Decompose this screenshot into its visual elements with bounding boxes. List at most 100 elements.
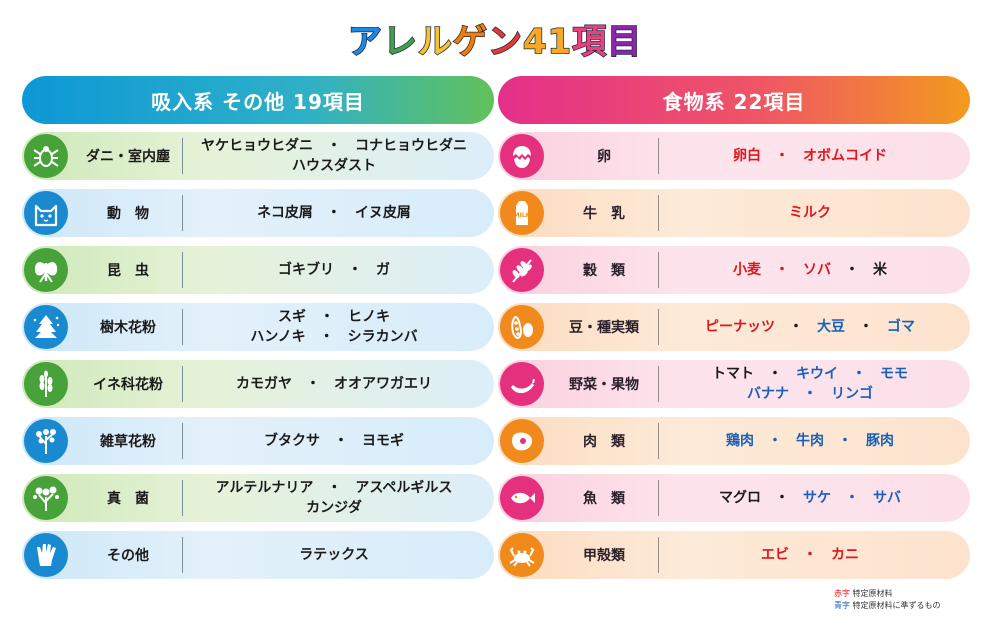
allergen-text: ゴマ — [887, 319, 915, 335]
allergen-text: ミルク — [789, 205, 831, 221]
inhalant-column: 吸入系 その他 19項目 ダニ・室内塵 ヤケヒョウヒダニ ・ コナヒョウヒダニ ハウ… — [22, 76, 494, 579]
divider — [182, 366, 183, 402]
allergen-items: 鶏肉 ・ 牛肉 ・ 豚肉 — [660, 431, 960, 451]
allergen-text: キウイ ・ モモ — [796, 366, 908, 382]
category-label: 動 物 — [107, 206, 149, 222]
divider — [182, 252, 183, 288]
allergen-line: ミルク — [660, 203, 960, 223]
title-char: 41 — [522, 21, 573, 63]
category-label: 甲殻類 — [583, 548, 625, 564]
allergen-items: ラテックス — [184, 545, 484, 565]
category-label: 穀 類 — [583, 263, 625, 279]
food-rows: 卵 卵白 ・ オボムコイド MILK 牛 乳 ミルク穀 類 小麦 ・ ソバ ・ 米豆・種実… — [498, 132, 970, 579]
wheat-icon — [500, 248, 544, 292]
legend-red: 赤字 特定原材料 — [834, 589, 893, 598]
legend: 赤字 特定原材料 青字 特定原材料に準ずるもの — [834, 588, 941, 612]
allergen-line: アルテルナリア ・ アスペルギルス — [215, 480, 453, 496]
allergen-text: サケ ・ サバ — [803, 490, 901, 506]
allergen-row: 野菜・果物 トマト ・ キウイ ・ モモ バナナ ・ リンゴ — [498, 360, 970, 408]
inhalant-rows: ダニ・室内塵 ヤケヒョウヒダニ ・ コナヒョウヒダニ ハウスダスト動 物 ネコ皮屑 ・… — [22, 132, 494, 579]
allergen-row: 動 物 ネコ皮屑 ・ イヌ皮屑 — [22, 189, 494, 237]
allergen-line: ネコ皮屑 ・ イヌ皮屑 — [257, 205, 411, 221]
category-label: 卵 — [597, 149, 611, 165]
allergen-text: 卵白 ・ オボムコイド — [733, 148, 887, 164]
allergen-text: マグロ ・ — [719, 490, 803, 506]
cat-icon — [24, 191, 68, 235]
svg-text:MILK: MILK — [514, 212, 531, 219]
allergen-line: ゴキブリ ・ ガ — [278, 262, 390, 278]
title-char: レ — [382, 21, 418, 63]
divider — [658, 138, 659, 174]
allergen-text: ・ — [845, 319, 887, 335]
divider — [658, 423, 659, 459]
allergen-text: 小麦 ・ ソバ — [733, 262, 831, 278]
title-char: 目 — [606, 21, 643, 63]
divider — [658, 195, 659, 231]
title-char: ン — [487, 21, 523, 63]
allergen-items: ネコ皮屑 ・ イヌ皮屑 — [184, 203, 484, 223]
allergen-items: スギ ・ ヒノキ ハンノキ ・ シラカンバ — [184, 307, 484, 347]
category-label: 野菜・果物 — [569, 377, 639, 393]
allergen-items: 卵白 ・ オボムコイド — [660, 146, 960, 166]
legend-blue: 青字 特定原材料に準ずるもの — [834, 601, 941, 610]
allergen-row: イネ科花粉 カモガヤ ・ オオアワガエリ — [22, 360, 494, 408]
allergen-row: 魚 類 マグロ ・ サケ ・ サバ — [498, 474, 970, 522]
allergen-row: 昆 虫 ゴキブリ ・ ガ — [22, 246, 494, 294]
divider — [182, 537, 183, 573]
allergen-line: マグロ ・ サケ ・ サバ — [660, 488, 960, 508]
allergen-text: ・ — [775, 319, 817, 335]
title-char: ル — [417, 21, 453, 63]
allergen-row: ダニ・室内塵 ヤケヒョウヒダニ ・ コナヒョウヒダニ ハウスダスト — [22, 132, 494, 180]
allergen-row: 樹木花粉 スギ ・ ヒノキ ハンノキ ・ シラカンバ — [22, 303, 494, 351]
allergen-line: 鶏肉 ・ 牛肉 ・ 豚肉 — [660, 431, 960, 451]
allergen-line: ハウスダスト — [292, 158, 376, 174]
category-label: 雑草花粉 — [100, 434, 156, 450]
allergen-items: ゴキブリ ・ ガ — [184, 260, 484, 280]
fungus-icon — [24, 476, 68, 520]
allergen-items: マグロ ・ サケ ・ サバ — [660, 488, 960, 508]
allergen-line: エビ ・ カニ — [660, 545, 960, 565]
allergen-line: ピーナッツ ・ 大豆 ・ ゴマ — [660, 317, 960, 337]
meat-icon — [500, 419, 544, 463]
category-label: 豆・種実類 — [569, 320, 639, 336]
allergen-items: ミルク — [660, 203, 960, 223]
divider — [658, 537, 659, 573]
divider — [182, 195, 183, 231]
allergen-items: エビ ・ カニ — [660, 545, 960, 565]
allergen-text: エビ ・ カニ — [761, 547, 859, 563]
category-label: イネ科花粉 — [93, 377, 163, 393]
fish-icon — [500, 476, 544, 520]
category-label: 肉 類 — [583, 434, 625, 450]
allergen-line: ハンノキ ・ シラカンバ — [250, 329, 418, 345]
allergen-items: ブタクサ ・ ヨモギ — [184, 431, 484, 451]
rice-grass-icon — [24, 362, 68, 406]
allergen-row: 真 菌 アルテルナリア ・ アスペルギルス カンジダ — [22, 474, 494, 522]
allergen-row: 肉 類 鶏肉 ・ 牛肉 ・ 豚肉 — [498, 417, 970, 465]
category-label: ダニ・室内塵 — [86, 149, 170, 165]
banana-icon — [500, 362, 544, 406]
category-label: 昆 虫 — [107, 263, 149, 279]
allergen-items: 小麦 ・ ソバ ・ 米 — [660, 260, 960, 280]
allergen-line: カンジダ — [306, 500, 362, 516]
divider — [658, 366, 659, 402]
allergen-row: 甲殻類 エビ ・ カニ — [498, 531, 970, 579]
crab-icon — [500, 533, 544, 577]
title-char: ア — [347, 21, 383, 63]
allergen-items: カモガヤ ・ オオアワガエリ — [184, 374, 484, 394]
allergen-text: 鶏肉 ・ 牛肉 ・ 豚肉 — [726, 433, 894, 449]
allergen-items: ヤケヒョウヒダニ ・ コナヒョウヒダニ ハウスダスト — [184, 136, 484, 176]
food-column: 食物系 22項目 卵 卵白 ・ オボムコイド MILK 牛 乳 ミルク穀 類 小麦 ・ ソ… — [498, 76, 970, 579]
allergen-row: MILK 牛 乳 ミルク — [498, 189, 970, 237]
allergen-line: 卵白 ・ オボムコイド — [660, 146, 960, 166]
allergen-text: ピーナッツ — [705, 319, 775, 335]
allergen-text: ・ 米 — [831, 262, 887, 278]
glove-icon — [24, 533, 68, 577]
title-char: 項 — [571, 21, 608, 63]
allergen-line: バナナ ・ リンゴ — [660, 384, 960, 404]
milk-icon: MILK — [500, 191, 544, 235]
allergen-line: トマト ・ キウイ ・ モモ — [660, 364, 960, 384]
allergen-line: ラテックス — [299, 547, 369, 563]
category-label: 牛 乳 — [583, 206, 625, 222]
category-label: 樹木花粉 — [100, 320, 156, 336]
divider — [182, 423, 183, 459]
